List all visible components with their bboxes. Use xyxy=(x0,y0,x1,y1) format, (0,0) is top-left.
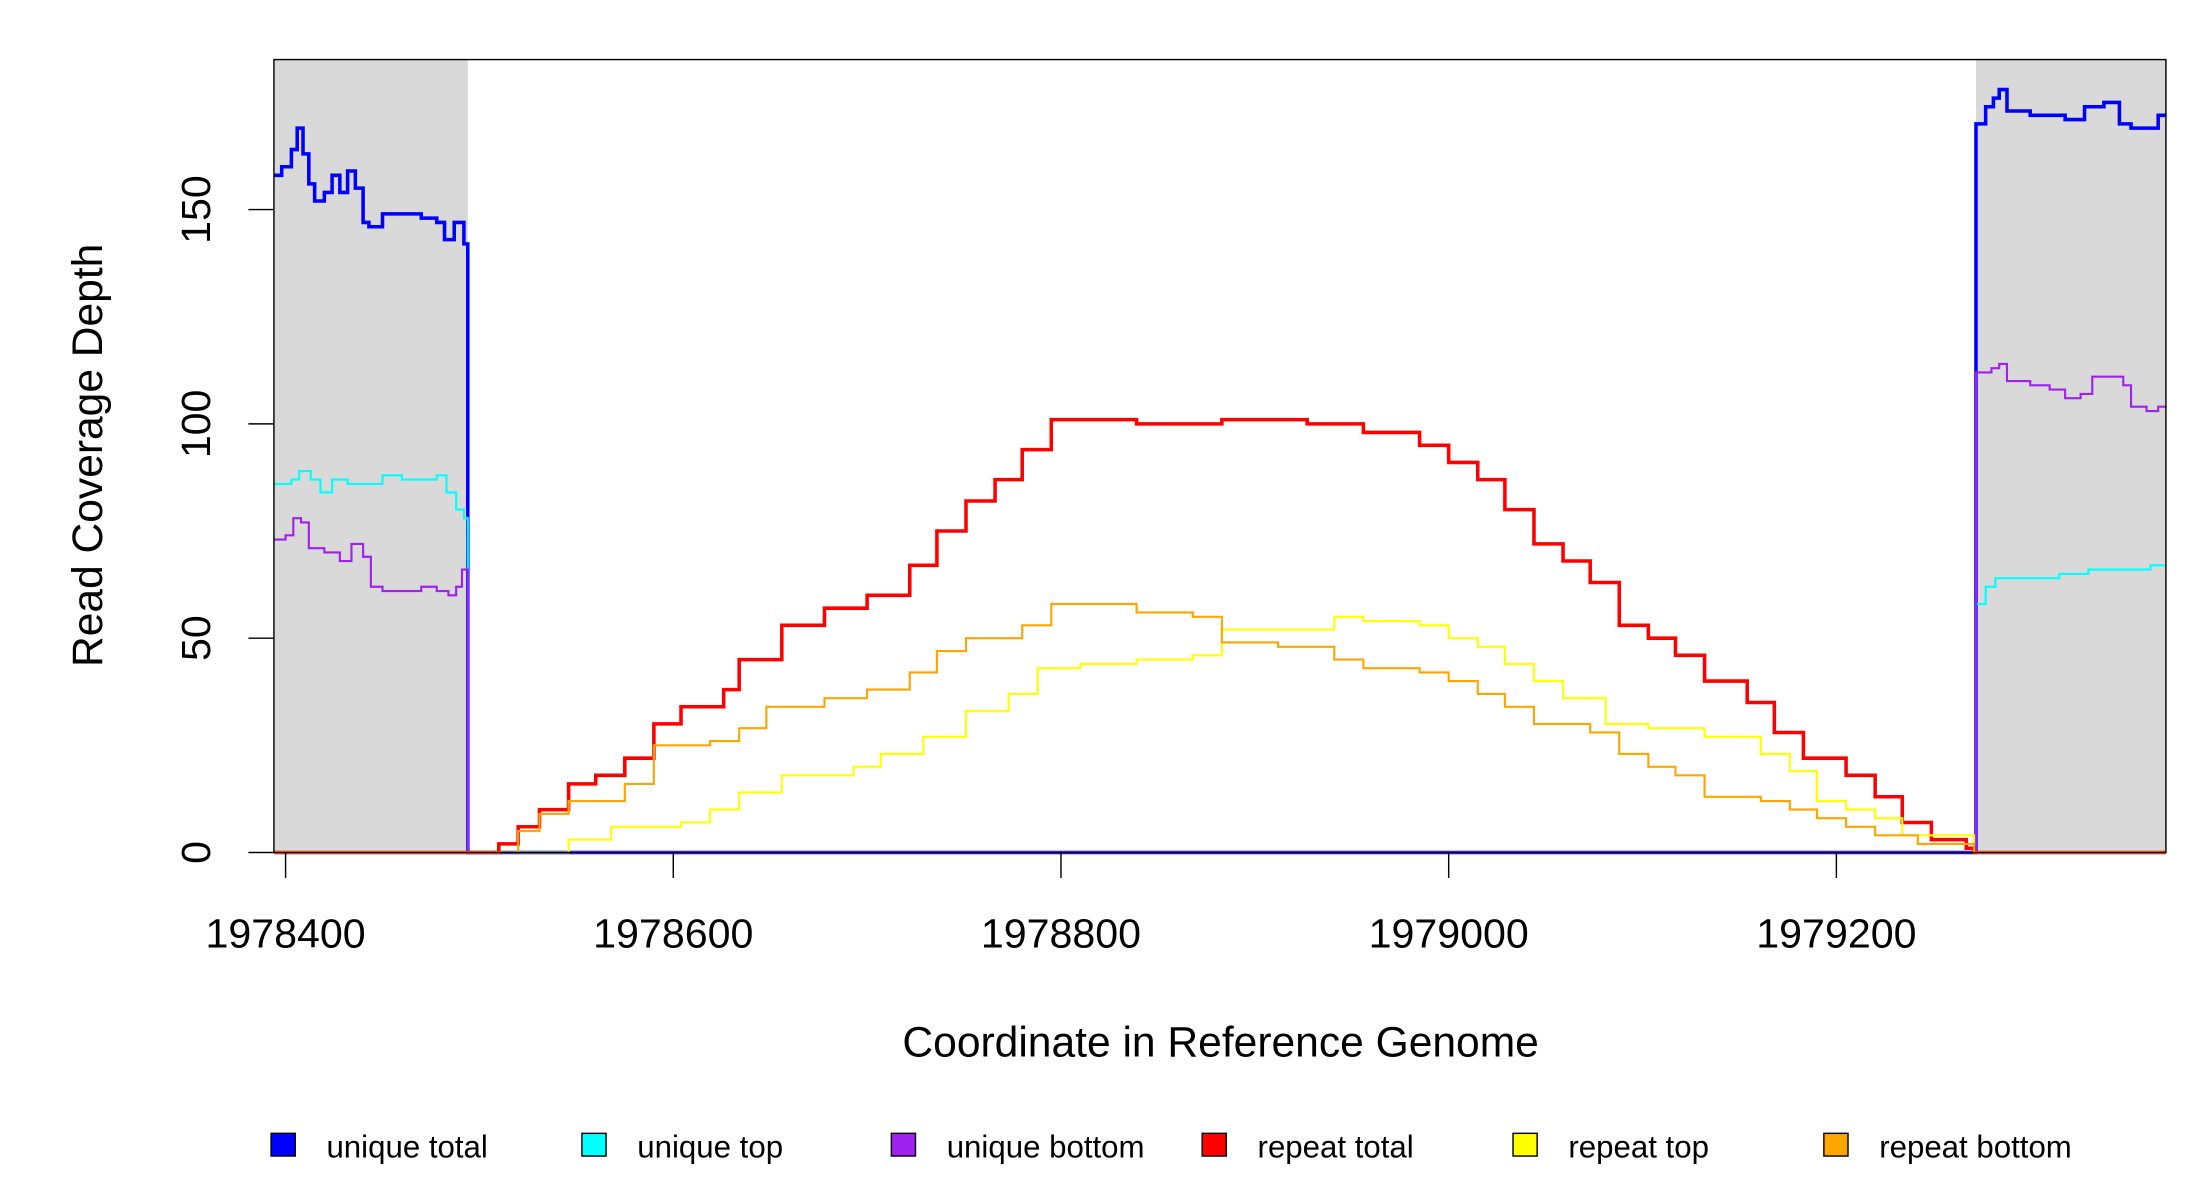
x-tick-label: 1979000 xyxy=(1369,911,1529,957)
y-tick-label: 50 xyxy=(173,615,219,661)
legend-label: repeat top xyxy=(1568,1129,1709,1164)
legend-swatch xyxy=(581,1132,607,1157)
legend-swatch xyxy=(1512,1132,1538,1157)
x-tick-label: 1978800 xyxy=(981,911,1141,957)
series-lines xyxy=(273,87,2166,855)
legend: unique total unique top unique bottom repea… xyxy=(270,1129,2072,1164)
y-axis: 0 50 100 150 xyxy=(173,175,274,864)
legend-swatch xyxy=(270,1132,296,1157)
x-axis: 1978400 1978600 1978800 1979000 1979200 xyxy=(205,852,1916,957)
series-line-unique-top xyxy=(273,469,2166,854)
series-line-repeat-top xyxy=(273,615,2166,854)
x-tick-label: 1978400 xyxy=(205,911,365,957)
x-axis-label: Coordinate in Reference Genome xyxy=(902,1019,1538,1067)
y-tick-label: 0 xyxy=(173,841,219,864)
legend-swatch xyxy=(1201,1132,1228,1157)
legend-label: unique total xyxy=(326,1129,487,1164)
legend-label: repeat bottom xyxy=(1879,1129,2072,1164)
series-line-unique-bottom xyxy=(273,362,2166,854)
x-tick-label: 1978600 xyxy=(593,911,753,957)
x-tick-label: 1979200 xyxy=(1756,911,1916,957)
y-axis-label: Read Coverage Depth xyxy=(64,244,112,667)
shaded-region xyxy=(1975,59,2166,853)
legend-swatch xyxy=(1823,1132,1849,1157)
shaded-regions xyxy=(273,59,2166,853)
series-line-unique-total xyxy=(273,87,2166,855)
legend-swatch xyxy=(890,1132,917,1157)
legend-label: unique bottom xyxy=(947,1129,1145,1164)
shaded-region xyxy=(273,59,468,853)
legend-label: unique top xyxy=(637,1129,783,1164)
y-tick-label: 150 xyxy=(173,175,219,244)
plot-frame xyxy=(273,58,2167,854)
series-line-repeat-total xyxy=(273,417,2166,855)
series-line-repeat-bottom xyxy=(273,602,2166,854)
legend-label: repeat total xyxy=(1258,1129,1414,1164)
y-tick-label: 100 xyxy=(173,390,219,459)
